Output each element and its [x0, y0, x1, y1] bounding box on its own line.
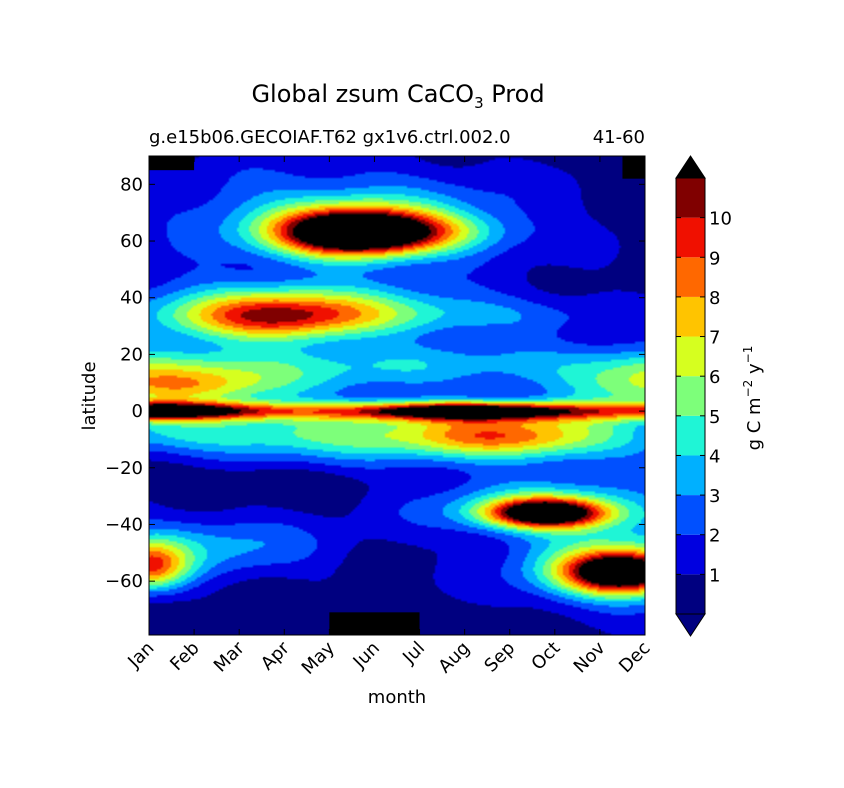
chart-subtitle-left: g.e15b06.GECOIAF.T62 gx1v6.ctrl.002.0: [149, 127, 511, 148]
colorbar-under-triangle: [675, 613, 706, 637]
colorbar-label: g C m−2 y−1: [741, 346, 765, 451]
x-tick-label: Apr: [257, 637, 294, 674]
x-tick-label: Jun: [349, 638, 384, 673]
colorbar-tick-label: 10: [709, 209, 732, 230]
colorbar-tick-label: 1: [709, 565, 720, 586]
plot-area: [148, 155, 646, 636]
colorbar-tick-label: 7: [709, 328, 720, 349]
colorbar-segment: [676, 495, 705, 535]
y-tick-label: −60: [105, 571, 143, 592]
y-axis: 80 60 40 20 0 −20 −40 −60: [105, 174, 645, 592]
x-tick-label: Aug: [434, 638, 474, 678]
colorbar-segment: [676, 217, 705, 258]
y-tick-label: 0: [132, 401, 143, 422]
colorbar-segment: [676, 415, 705, 456]
x-tick-label: Jul: [398, 638, 429, 669]
y-axis-label: latitude: [79, 361, 100, 430]
y-tick-label: −40: [105, 514, 143, 535]
x-tick-label: Oct: [527, 638, 564, 675]
colorbar-over-triangle: [675, 155, 706, 179]
x-tick-label: Mar: [210, 637, 249, 676]
x-tick-label: Nov: [570, 637, 610, 677]
colorbar-frame: [675, 177, 706, 615]
colorbar-segment: [676, 296, 705, 337]
land-mask-rect: [149, 156, 195, 171]
colorbar-segment: [676, 574, 705, 614]
colorbar: 1 2 3 4 5 6 7 8 9 10: [675, 155, 732, 637]
colorbar-tick-label: 6: [709, 367, 720, 388]
y-tick-label: 40: [120, 288, 143, 309]
colorbar-segment: [676, 178, 705, 218]
colorbar-tick-label: 4: [709, 446, 720, 467]
chart-subtitle-right: 41-60: [593, 127, 645, 148]
colorbar-tick-label: 9: [709, 248, 720, 269]
colorbar-segment: [676, 336, 705, 377]
colorbar-segment: [676, 257, 705, 297]
colorbar-segment: [676, 376, 705, 416]
y-tick-label: −20: [105, 458, 143, 479]
colorbar-tick-label: 8: [709, 288, 720, 309]
x-tick-label: May: [298, 637, 339, 678]
y-tick-label: 60: [120, 231, 143, 252]
colorbar-segment: [676, 534, 705, 575]
x-tick-label: Jan: [123, 638, 158, 673]
land-mask-rect: [329, 612, 420, 635]
plot-frame: [148, 155, 646, 636]
y-tick-label: 80: [120, 174, 143, 195]
land-mask: [149, 156, 645, 635]
x-axis-label: month: [368, 687, 426, 708]
x-tick-label: Sep: [480, 638, 519, 677]
colorbar-segment: [676, 455, 705, 496]
chart-title-subscript: 3: [474, 94, 484, 112]
heatmap-image: [149, 156, 645, 635]
colorbar-tick-label: 3: [709, 486, 720, 507]
x-tick-label: Feb: [166, 638, 203, 675]
y-tick-label: 20: [120, 344, 143, 365]
colorbar-tick-label: 5: [709, 407, 720, 428]
colorbar-tick-label: 2: [709, 526, 720, 547]
land-mask-rect: [622, 156, 645, 179]
chart-title: Global zsum CaCO3 Prod: [251, 80, 544, 112]
x-tick-label: Dec: [615, 638, 654, 677]
